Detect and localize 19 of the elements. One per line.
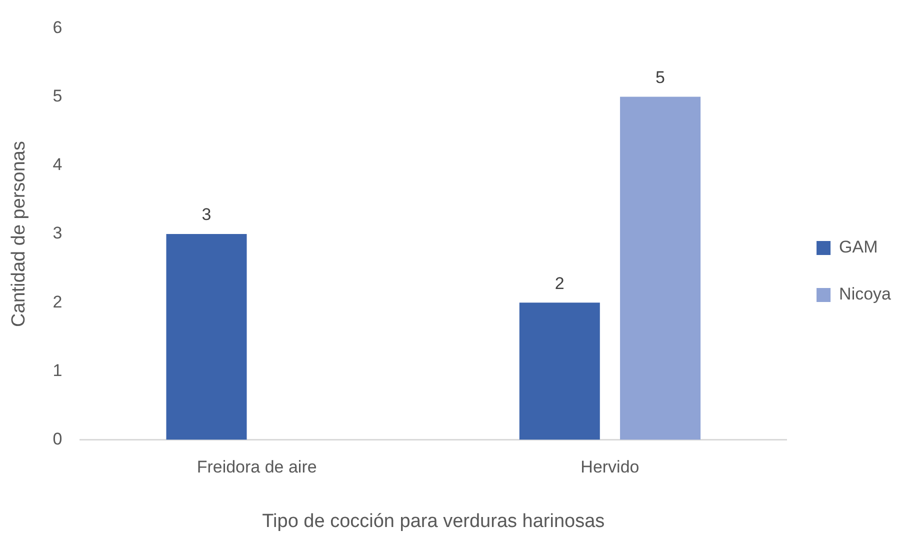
y-tick-label: 6: [52, 18, 62, 37]
y-tick-label: 5: [52, 86, 62, 106]
data-label: 2: [554, 274, 564, 293]
y-tick-label: 3: [52, 224, 62, 243]
bar: [166, 234, 247, 440]
legend-label: Nicoya: [839, 284, 892, 304]
y-tick-label: 4: [52, 155, 62, 174]
y-tick-label: 2: [52, 292, 62, 312]
x-tick-label: Hervido: [580, 458, 640, 477]
data-label: 3: [202, 205, 212, 224]
bar: [620, 96, 701, 440]
y-axis-title: Cantidad de personas: [8, 141, 30, 327]
legend-label: GAM: [839, 238, 878, 257]
y-tick-label: 0: [52, 429, 62, 448]
y-tick-label: 1: [52, 360, 62, 380]
x-tick-label: Freidora de aire: [196, 458, 317, 477]
x-axis-title: Tipo de cocción para verduras harinosas: [262, 510, 605, 532]
data-label: 5: [656, 68, 666, 87]
bar: [519, 302, 600, 440]
